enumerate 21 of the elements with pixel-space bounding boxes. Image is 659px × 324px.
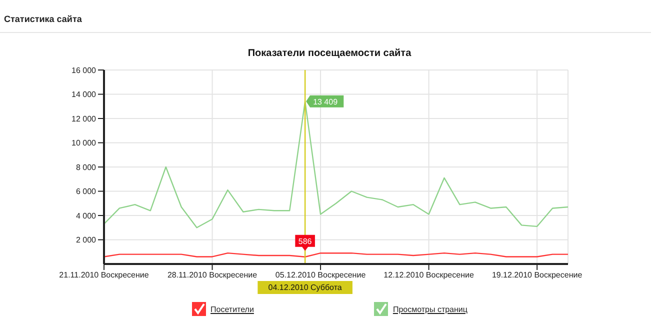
x-tick-label: 28.11.2010 Воскресение: [167, 270, 258, 280]
y-tick-label: 10 000: [72, 138, 97, 148]
legend-label: Посетители: [210, 304, 254, 314]
data-label: 13 409: [313, 97, 338, 106]
y-tick-label: 2 000: [76, 236, 97, 245]
x-tick-label: 12.12.2010 Воскресение: [384, 270, 474, 280]
y-tick-label: 4 000: [76, 211, 97, 220]
y-tick-label: 6 000: [76, 187, 97, 196]
x-tick-label: 19.12.2010 Воскресение: [492, 270, 583, 280]
x-tick-label: 21.11.2010 Воскресение: [59, 270, 150, 280]
chart-title: Показатели посещаемости сайта: [246, 48, 412, 59]
y-tick-label: 14 000: [72, 90, 97, 100]
ref-line-label: 04.12.2010 Суббота: [268, 283, 342, 292]
legend-label: Просмотры страниц: [392, 304, 468, 314]
line-series: [104, 100, 568, 228]
x-tick-label: 05.12.2010 Воскресение: [275, 270, 366, 280]
text: Статистика сайта: [4, 14, 82, 24]
y-tick-label: 8 000: [76, 162, 97, 172]
y-tick-label: 12 000: [72, 114, 97, 124]
data-label: 586: [298, 236, 312, 246]
y-tick-label: 16 000: [72, 66, 97, 75]
